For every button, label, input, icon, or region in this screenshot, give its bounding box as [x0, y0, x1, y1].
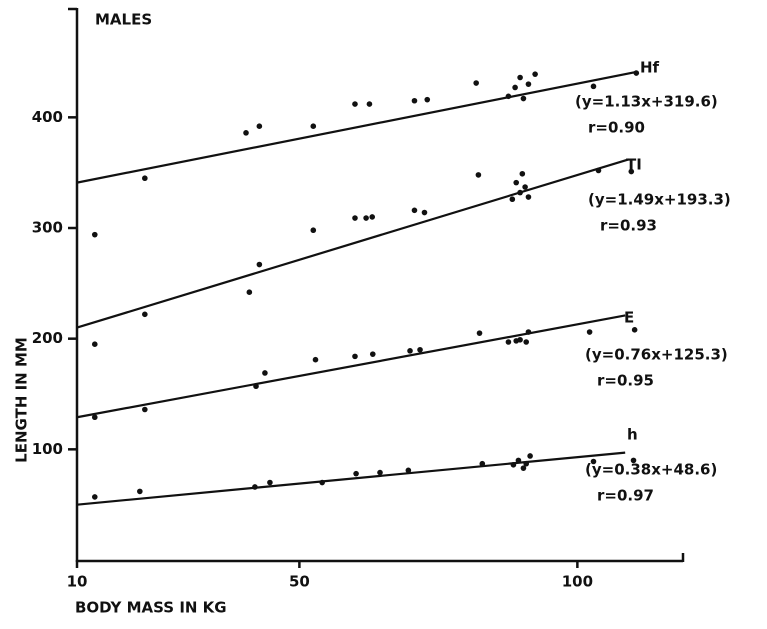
data-point	[267, 479, 273, 486]
data-point	[424, 96, 431, 103]
data-point	[142, 406, 148, 413]
data-point	[366, 101, 373, 107]
data-point	[628, 168, 635, 175]
data-point	[363, 215, 369, 221]
data-point	[515, 457, 522, 464]
data-point	[352, 353, 358, 360]
equation: (y=1.49x+193.3)	[588, 191, 731, 209]
data-point	[369, 214, 376, 220]
series-name: TI	[626, 156, 642, 174]
y-tick-label: 100	[32, 440, 63, 458]
data-point	[256, 261, 263, 268]
equation: (y=0.76x+125.3)	[585, 346, 728, 364]
data-point	[517, 74, 523, 81]
data-point	[310, 227, 317, 234]
data-point	[517, 189, 523, 196]
data-point	[512, 84, 518, 91]
data-point	[525, 194, 532, 200]
data-point	[319, 479, 325, 486]
data-point	[522, 184, 528, 190]
data-point	[256, 123, 263, 129]
data-point	[91, 414, 98, 421]
x-tick-label: 10	[67, 573, 88, 591]
data-point	[310, 123, 317, 129]
y-tick-label: 300	[32, 219, 63, 237]
data-point	[253, 383, 259, 390]
equation: (y=1.13x+319.6)	[575, 93, 718, 111]
data-point	[405, 467, 412, 474]
data-point	[252, 484, 258, 490]
data-point	[262, 370, 268, 376]
data-point	[532, 71, 538, 77]
data-point	[369, 351, 376, 357]
data-point	[352, 215, 358, 221]
correlation: r=0.95	[597, 372, 654, 390]
data-point	[630, 457, 637, 464]
data-point	[505, 93, 512, 100]
data-point	[312, 356, 319, 363]
data-point	[91, 341, 98, 348]
data-point	[519, 170, 526, 177]
data-point	[510, 462, 517, 468]
fit-line	[76, 314, 626, 419]
equation: (y=0.38x+48.6)	[585, 461, 717, 479]
data-point	[525, 81, 532, 87]
data-point	[411, 207, 418, 214]
data-point	[473, 80, 479, 86]
y-axis-label: LENGTH IN MM	[13, 337, 31, 463]
data-point	[505, 339, 512, 345]
y-tick-label: 400	[32, 108, 63, 126]
data-point	[520, 95, 527, 102]
fit-line	[76, 451, 626, 506]
data-point	[523, 339, 530, 345]
data-point	[631, 327, 638, 333]
data-point	[352, 101, 358, 107]
data-point	[91, 494, 98, 500]
series-name: h	[627, 426, 638, 444]
correlation: r=0.97	[597, 487, 654, 505]
data-point	[523, 460, 530, 467]
fit-line	[76, 158, 629, 329]
data-point	[142, 311, 148, 318]
data-point	[517, 336, 523, 343]
series-name: E	[624, 309, 634, 327]
x-axis-label: BODY MASS IN KG	[75, 599, 227, 617]
data-point	[509, 196, 516, 203]
data-point	[590, 83, 597, 90]
data-point	[586, 329, 593, 335]
fit-line	[76, 70, 637, 184]
data-point	[137, 488, 143, 495]
x-tick-label: 100	[562, 573, 593, 591]
series-name: Hf	[640, 59, 660, 77]
data-point	[377, 469, 383, 476]
data-point	[91, 231, 98, 238]
data-point	[595, 167, 602, 174]
correlation: r=0.90	[588, 119, 645, 137]
data-point	[513, 179, 520, 186]
data-point	[525, 329, 532, 335]
data-point	[411, 97, 418, 104]
data-point	[633, 70, 640, 76]
data-point	[142, 175, 148, 182]
data-point	[476, 330, 483, 336]
data-point	[527, 453, 533, 459]
data-point	[353, 470, 359, 477]
data-point	[479, 460, 486, 467]
chart-title: MALES	[95, 11, 152, 29]
data-point	[246, 289, 253, 295]
x-tick-label: 50	[289, 573, 310, 591]
data-point	[590, 458, 597, 465]
data-point	[475, 172, 482, 178]
y-tick-label: 200	[32, 329, 63, 347]
data-point	[417, 346, 423, 353]
data-point	[243, 130, 249, 136]
data-point	[407, 348, 413, 354]
correlation: r=0.93	[600, 217, 657, 235]
data-point	[520, 465, 527, 471]
data-point	[421, 209, 428, 216]
